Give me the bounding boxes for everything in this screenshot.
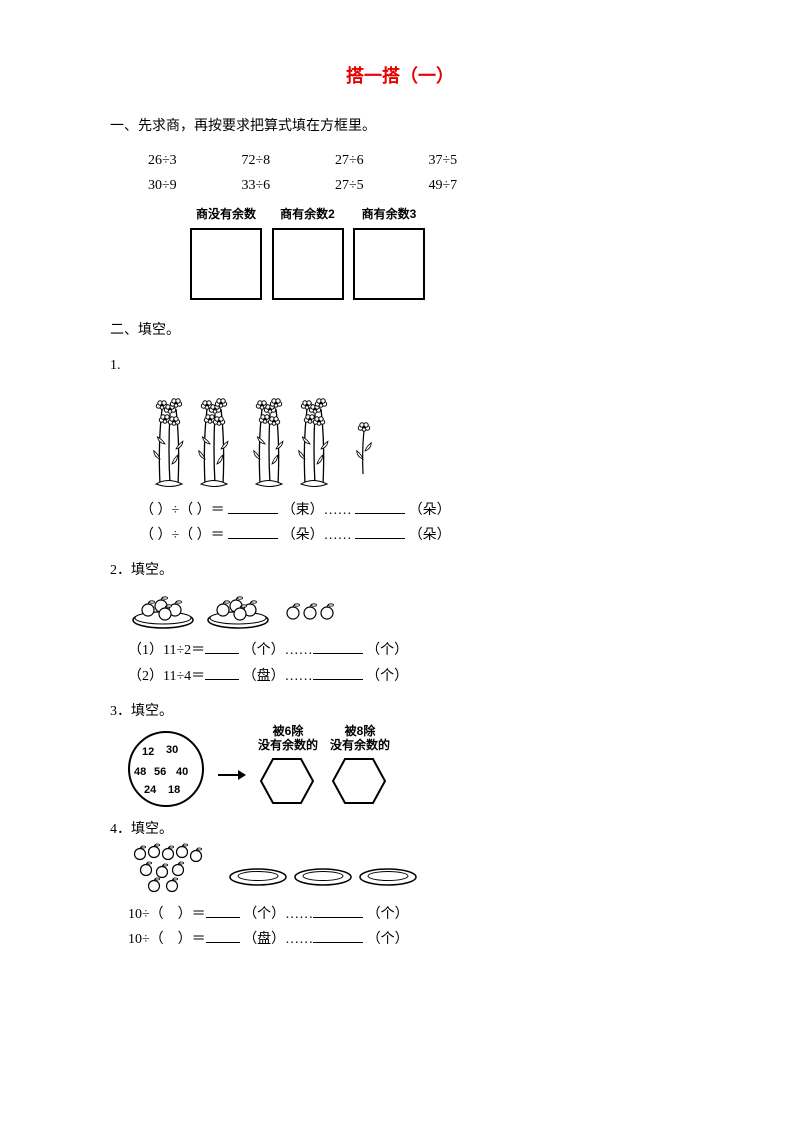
- eq-text: （束）……: [282, 503, 352, 518]
- flowers-illustration: [140, 384, 690, 494]
- hexagon-icon: [330, 755, 388, 807]
- eq-text: 10÷（ ）＝: [128, 932, 206, 947]
- eq-text: （个）: [366, 643, 408, 658]
- blank-input[interactable]: [205, 665, 239, 680]
- eq-text: （盘）……: [243, 669, 313, 684]
- eq-text: （个）: [367, 932, 409, 947]
- expr: 27÷6: [335, 148, 425, 173]
- q4-equation-2: 10÷（ ）＝ （盘）…… （个）: [128, 927, 690, 952]
- eq-text: 10÷（ ）＝: [128, 907, 206, 922]
- eq-text: （ ）÷（ ）＝: [140, 528, 225, 543]
- expr: 72÷8: [242, 148, 332, 173]
- blank-input[interactable]: [313, 639, 363, 654]
- hexagon-group: 被6除 没有余数的: [258, 724, 318, 807]
- eq-text: （2）11÷4＝: [128, 669, 205, 684]
- eq-text: （个）: [366, 669, 408, 684]
- question-1-num: 1.: [110, 353, 690, 378]
- eq-text: （朵）……: [282, 528, 352, 543]
- q1-equation-2: （ ）÷（ ）＝ （朵）…… （朵）: [140, 523, 690, 548]
- box-label: 商没有余数: [190, 204, 262, 226]
- circle-num: 40: [176, 763, 188, 783]
- arrow-icon: [216, 735, 246, 807]
- blank-input[interactable]: [228, 499, 278, 514]
- eq-text: （盘）……: [243, 932, 313, 947]
- blank-input[interactable]: [205, 639, 239, 654]
- expr: 49÷7: [429, 173, 519, 198]
- question-3-num: 3．填空。: [110, 699, 690, 724]
- eq-text: （1）11÷2＝: [128, 643, 205, 658]
- circle-num: 18: [168, 781, 180, 801]
- page-title: 搭一搭（一）: [110, 60, 690, 92]
- answer-box-group: 商有余数3: [353, 204, 425, 300]
- expr: 37÷5: [429, 148, 519, 173]
- box-label: 商有余数3: [353, 204, 425, 226]
- answer-box-group: 商没有余数: [190, 204, 262, 300]
- expression-row-2: 30÷9 33÷6 27÷5 49÷7: [148, 173, 690, 198]
- circle-num: 48: [134, 763, 146, 783]
- eq-text: （个）……: [243, 643, 313, 658]
- worksheet-page: 搭一搭（一） 一、先求商，再按要求把算式填在方框里。 26÷3 72÷8 27÷…: [0, 0, 800, 1132]
- circle-num: 30: [166, 741, 178, 761]
- blank-input[interactable]: [206, 928, 240, 943]
- number-circle: 12 30 48 56 40 24 18: [128, 731, 204, 807]
- apples-and-plates-illustration: [128, 842, 690, 902]
- answer-box[interactable]: [272, 228, 344, 300]
- question-2-num: 2．填空。: [110, 558, 690, 583]
- box-label: 商有余数2: [272, 204, 344, 226]
- blank-input[interactable]: [313, 903, 363, 918]
- answer-boxes-row: 商没有余数 商有余数2 商有余数3: [190, 204, 690, 300]
- expr: 33÷6: [242, 173, 332, 198]
- eq-text: （朵）: [409, 503, 451, 518]
- blank-input[interactable]: [228, 524, 278, 539]
- hexagon-icon: [258, 755, 316, 807]
- eq-text: （个）……: [243, 907, 313, 922]
- apples-plates-illustration: [128, 583, 690, 638]
- blank-input[interactable]: [206, 903, 240, 918]
- circle-num: 24: [144, 781, 156, 801]
- hexagon-group: 被8除 没有余数的: [330, 724, 390, 807]
- answer-box[interactable]: [190, 228, 262, 300]
- answer-box-group: 商有余数2: [272, 204, 344, 300]
- blank-input[interactable]: [355, 499, 405, 514]
- question-4-num: 4．填空。: [110, 817, 690, 842]
- answer-box[interactable]: [353, 228, 425, 300]
- q2-equation-1: （1）11÷2＝ （个）…… （个）: [128, 638, 690, 663]
- q1-equation-1: （ ）÷（ ）＝ （束）…… （朵）: [140, 498, 690, 523]
- blank-input[interactable]: [313, 928, 363, 943]
- expr: 26÷3: [148, 148, 238, 173]
- hexagons-row: 12 30 48 56 40 24 18 被6除 没有余数的 被8除 没有余数的: [128, 724, 690, 807]
- expression-row-1: 26÷3 72÷8 27÷6 37÷5: [148, 148, 690, 173]
- expr: 30÷9: [148, 173, 238, 198]
- hex-label: 被8除 没有余数的: [330, 724, 390, 753]
- q4-equation-1: 10÷（ ）＝ （个）…… （个）: [128, 902, 690, 927]
- eq-text: （朵）: [409, 528, 451, 543]
- blank-input[interactable]: [313, 665, 363, 680]
- section-2-heading: 二、填空。: [110, 318, 690, 343]
- expr: 27÷5: [335, 173, 425, 198]
- hex-label: 被6除 没有余数的: [258, 724, 318, 753]
- circle-num: 56: [154, 763, 166, 783]
- eq-text: （ ）÷（ ）＝: [140, 503, 225, 518]
- circle-num: 12: [142, 743, 154, 763]
- blank-input[interactable]: [355, 524, 405, 539]
- section-1-heading: 一、先求商，再按要求把算式填在方框里。: [110, 114, 690, 139]
- q2-equation-2: （2）11÷4＝ （盘）…… （个）: [128, 664, 690, 689]
- eq-text: （个）: [367, 907, 409, 922]
